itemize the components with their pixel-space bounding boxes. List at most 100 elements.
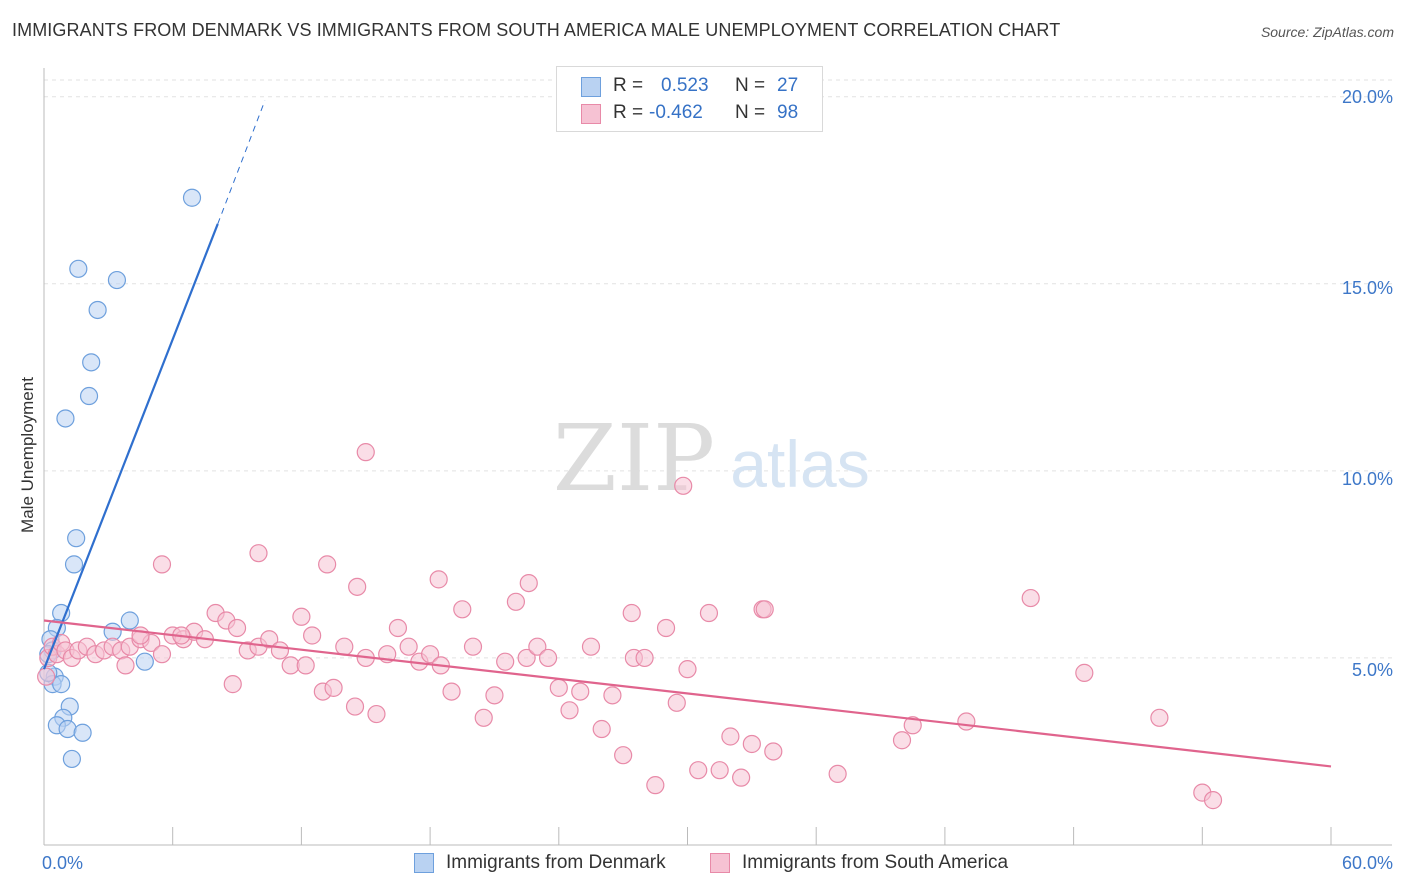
point-denmark <box>82 353 101 372</box>
trend-line-denmark-extension <box>217 100 266 225</box>
point-south-america <box>442 682 461 701</box>
trend-line-south-america <box>43 619 1332 768</box>
point-south-america <box>496 652 515 671</box>
legend-n-value-south-america: 98 <box>777 102 799 123</box>
point-south-america <box>538 648 558 668</box>
point-south-america <box>603 686 622 705</box>
point-south-america <box>592 719 611 739</box>
point-south-america <box>742 734 761 754</box>
point-south-america <box>656 618 676 638</box>
point-denmark <box>64 555 84 574</box>
point-denmark <box>52 675 71 694</box>
legend-n-label: N = <box>735 75 766 96</box>
point-south-america <box>528 637 547 656</box>
point-denmark <box>73 723 92 742</box>
y-tick-label: 5.0% <box>1351 660 1393 680</box>
point-south-america <box>710 761 729 780</box>
point-south-america <box>356 443 375 462</box>
point-south-america <box>1203 791 1223 810</box>
bottom-legend-label-denmark: Immigrants from Denmark <box>446 852 666 873</box>
point-south-america <box>721 727 740 746</box>
bottom-legend-swatch-south-america <box>710 853 730 873</box>
point-denmark <box>182 188 202 207</box>
legend-r-label: R = <box>613 75 644 96</box>
point-south-america <box>296 656 315 675</box>
y-tick-label: 10.0% <box>1341 469 1393 489</box>
point-south-america <box>892 731 912 750</box>
y-axis-label: Male Unemployment <box>18 377 37 533</box>
legend-r-label: R = <box>613 102 644 123</box>
point-south-america <box>152 645 172 664</box>
trend-lines <box>42 100 1332 768</box>
point-south-america <box>116 656 135 675</box>
point-south-america <box>581 637 601 656</box>
point-south-america <box>37 667 56 686</box>
legend-n-label: N = <box>735 102 766 123</box>
point-south-america <box>614 746 633 765</box>
point-south-america <box>292 607 311 626</box>
point-south-america <box>764 742 783 761</box>
point-south-america <box>699 603 719 623</box>
point-denmark <box>56 409 75 428</box>
point-south-america <box>270 641 290 660</box>
x-tick-label-min: 0.0% <box>42 853 84 873</box>
point-south-america <box>399 637 418 656</box>
point-denmark <box>62 749 81 769</box>
point-south-america <box>223 675 242 694</box>
point-south-america <box>335 637 354 656</box>
point-denmark <box>88 300 107 320</box>
point-south-america <box>732 768 751 787</box>
y-tick-label: 15.0% <box>1341 278 1393 298</box>
point-denmark <box>69 259 88 278</box>
point-south-america <box>1150 708 1169 727</box>
point-south-america <box>249 544 268 563</box>
legend-r-value-denmark: 0.523 <box>661 75 709 96</box>
point-south-america <box>260 630 279 649</box>
point-south-america <box>453 600 472 619</box>
point-south-america <box>429 570 448 589</box>
point-south-america <box>474 708 493 727</box>
point-south-america <box>674 476 693 495</box>
gridlines <box>44 79 1392 659</box>
trend-line-denmark <box>42 223 219 670</box>
point-south-america <box>485 686 504 705</box>
data-points <box>37 188 1223 810</box>
point-south-america <box>463 637 483 656</box>
legend-swatch-south-america <box>581 104 601 124</box>
point-denmark <box>107 270 127 290</box>
point-south-america <box>324 678 343 697</box>
point-south-america <box>506 592 526 611</box>
x-tick-label-max: 60.0% <box>1341 853 1393 873</box>
watermark-zip: ZIP <box>553 405 715 512</box>
correlation-legend: R = 0.523 N = 27 R = -0.462 N = 98 <box>556 66 823 132</box>
watermark: ZIP atlas <box>553 405 870 512</box>
point-south-america <box>345 697 365 716</box>
bottom-legend-swatch-denmark <box>414 853 434 873</box>
point-south-america <box>678 660 697 679</box>
y-tick-label: 20.0% <box>1341 87 1393 107</box>
point-denmark <box>58 719 77 739</box>
watermark-atlas: atlas <box>730 427 869 501</box>
legend-r-value-south-america: -0.462 <box>649 102 703 123</box>
point-south-america <box>622 603 641 623</box>
point-south-america <box>318 555 337 574</box>
point-south-america <box>549 678 568 697</box>
point-south-america <box>635 648 654 668</box>
point-denmark <box>135 652 154 671</box>
point-south-america <box>303 626 322 645</box>
bottom-legend-label-south-america: Immigrants from South America <box>742 852 1009 873</box>
point-south-america <box>367 704 386 724</box>
point-south-america <box>152 555 172 574</box>
chart-title: IMMIGRANTS FROM DENMARK VS IMMIGRANTS FR… <box>12 20 1061 40</box>
source-credit: Source: ZipAtlas.com <box>1260 24 1394 40</box>
point-south-america <box>421 645 440 664</box>
point-denmark <box>79 386 99 406</box>
point-south-america <box>227 618 247 638</box>
legend-n-value-denmark: 27 <box>777 75 799 96</box>
point-south-america <box>903 716 922 735</box>
point-south-america <box>755 600 774 619</box>
legend-swatch-denmark <box>581 77 601 97</box>
point-south-america <box>957 712 976 731</box>
point-south-america <box>517 648 536 668</box>
